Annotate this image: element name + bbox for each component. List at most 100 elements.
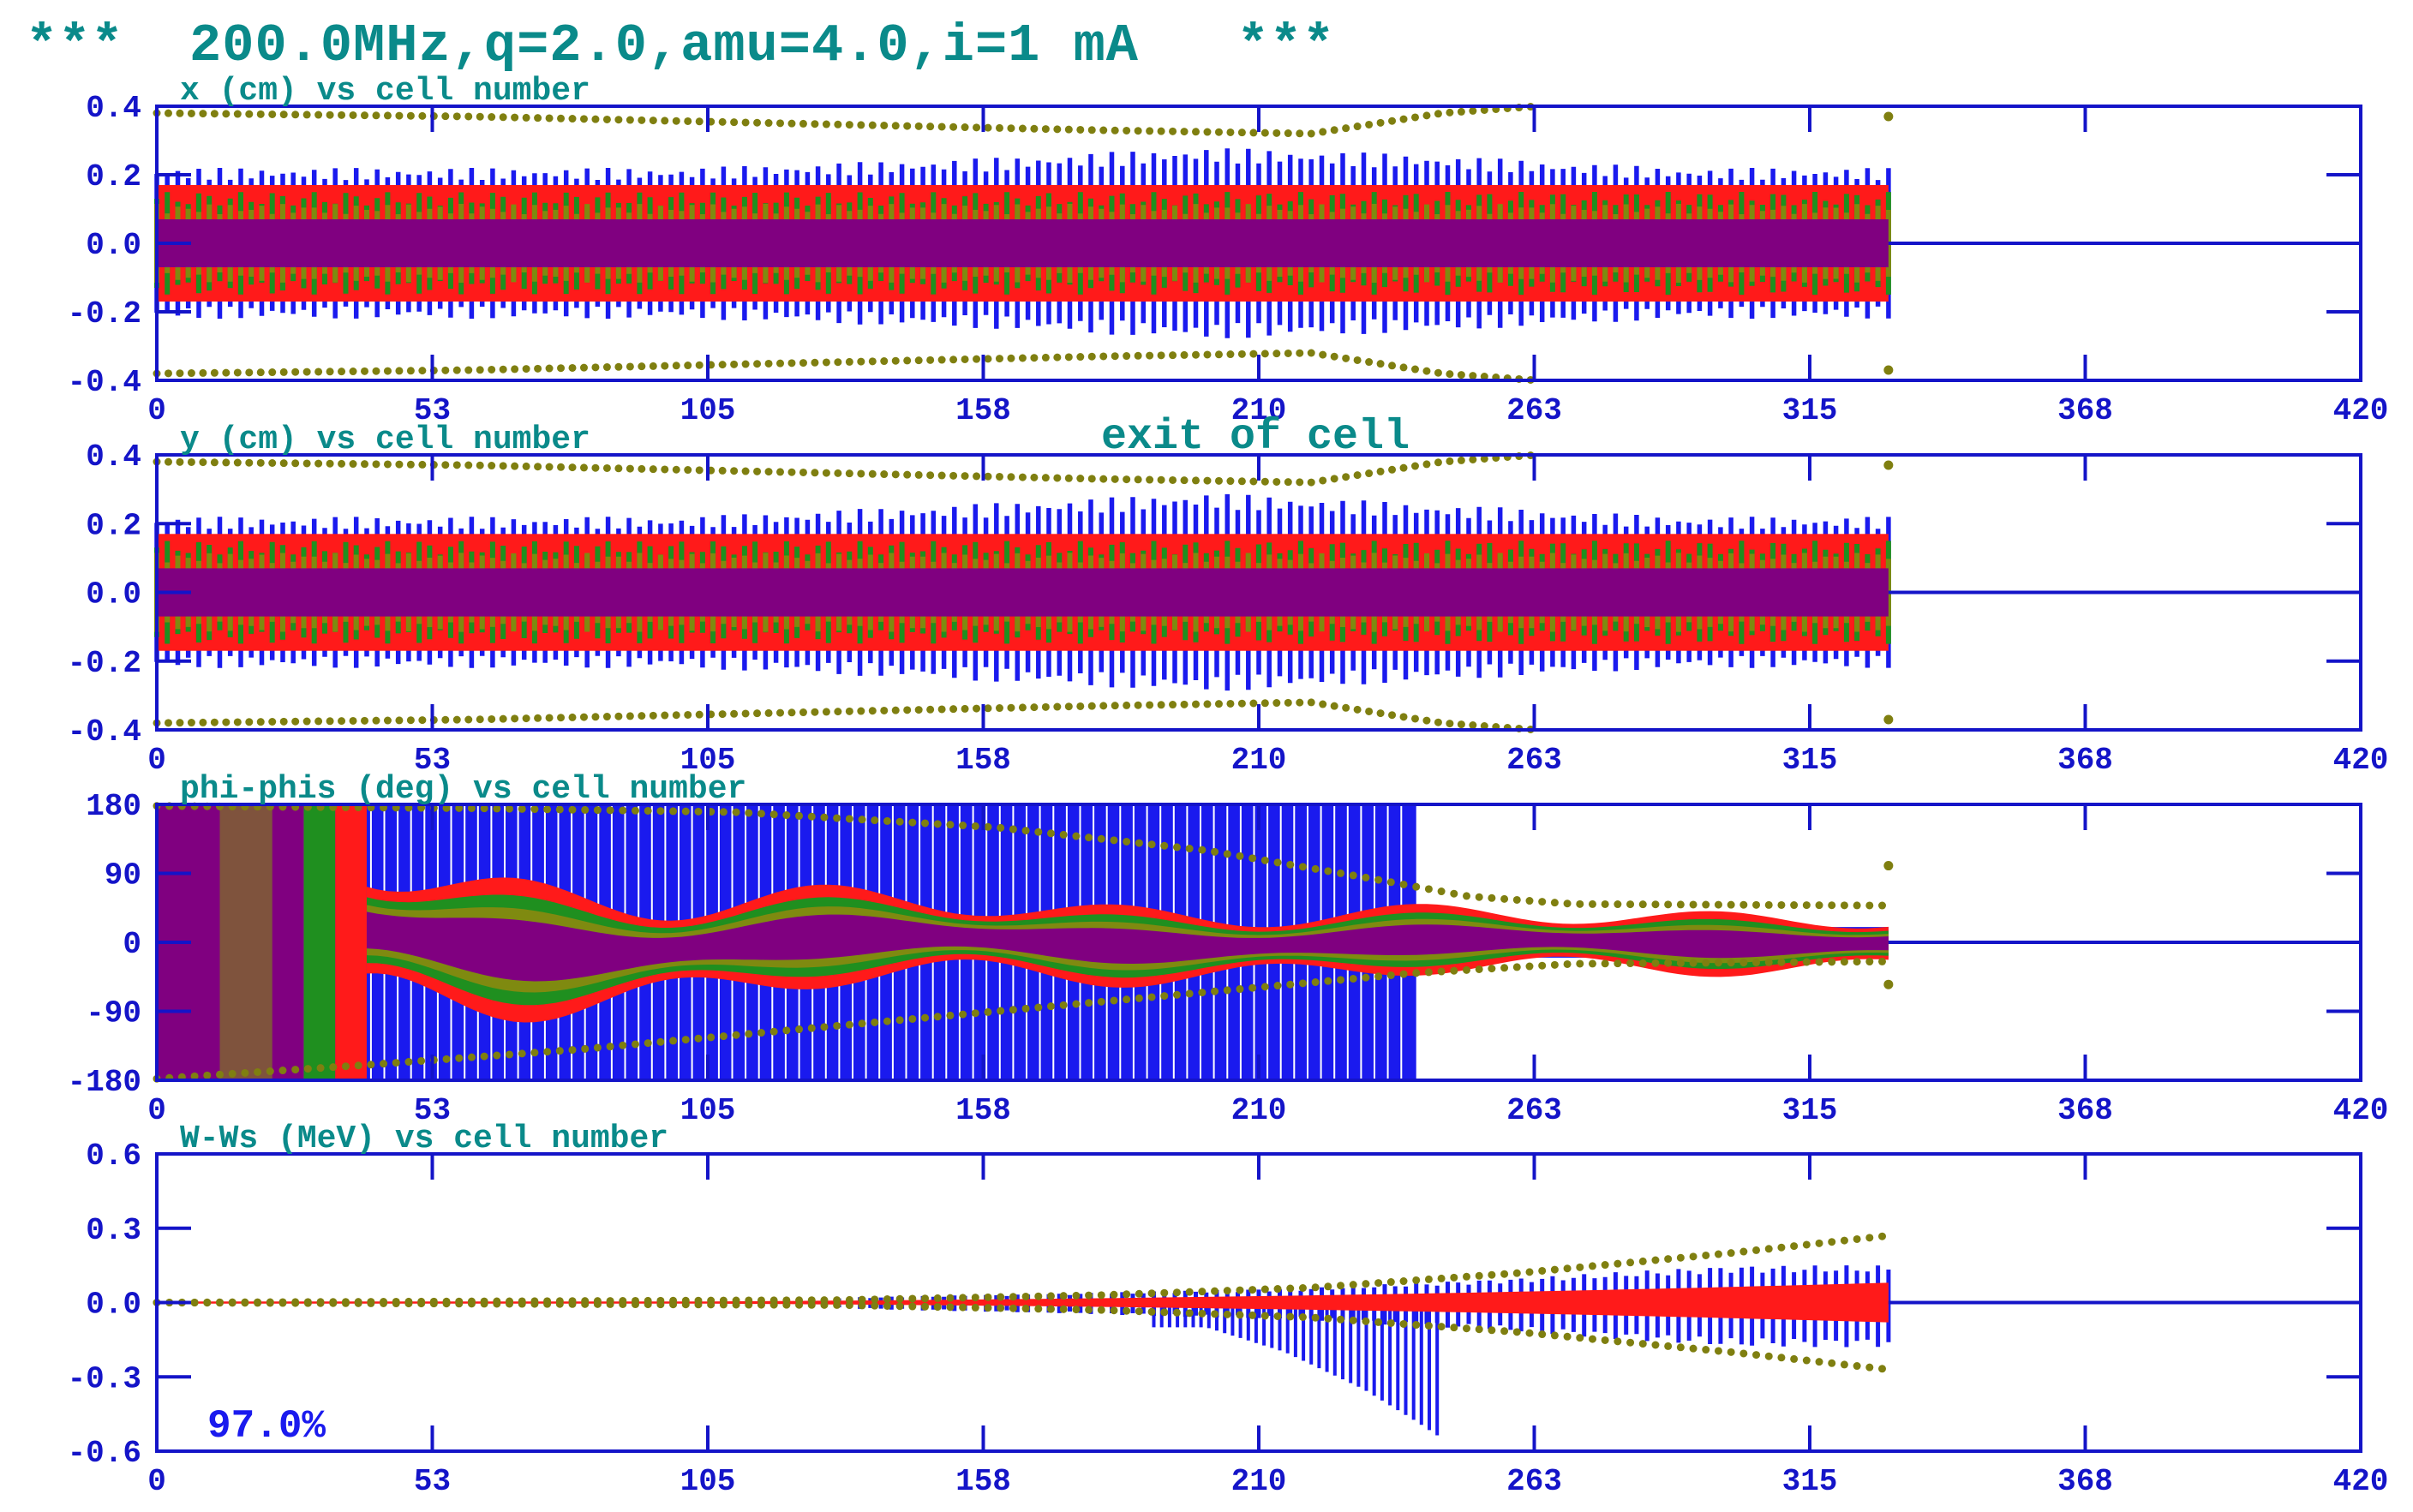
envelope-point [1324,867,1332,876]
envelope-point [593,1043,602,1052]
envelope-point [522,365,530,374]
envelope-point [190,1072,199,1080]
envelope-point [626,116,634,124]
envelope-point [1412,882,1421,891]
envelope-point [845,1295,853,1304]
envelope-point [568,1300,577,1308]
envelope-point [1099,475,1108,483]
envelope-point [215,1070,224,1079]
envelope-point [1030,354,1039,362]
envelope-point [1727,1348,1735,1356]
envelope-point [1337,1315,1345,1324]
envelope-point [210,718,219,726]
envelope-point [1601,1336,1609,1344]
envelope-point [1739,1349,1748,1358]
envelope-point [1434,110,1442,118]
envelope-point [534,714,542,722]
envelope-point [488,462,496,470]
envelope-point [1041,702,1050,711]
envelope-point [1374,972,1383,981]
envelope-point [921,1294,930,1303]
envelope-point [1110,836,1118,845]
envelope-point [591,713,600,721]
envelope-point [1752,1351,1761,1360]
envelope-point [799,119,807,128]
envelope-point [619,1300,627,1308]
envelope-point [1324,1282,1332,1291]
envelope-point [914,356,923,365]
envelope-point [1550,899,1559,907]
envelope-point [1330,352,1338,361]
envelope-point [1475,965,1483,973]
panel-title: phi-phis (deg) vs cell number [180,771,746,808]
y-tick-label: -0.6 [68,1436,141,1471]
envelope-point [619,1041,627,1049]
envelope-point [1386,1278,1395,1287]
envelope-point [392,1300,400,1308]
envelope-point [782,1300,791,1309]
envelope-point [1664,900,1673,909]
envelope-point [718,361,727,369]
envelope-point [656,807,665,816]
envelope-point [1160,992,1169,1001]
envelope-point [1203,700,1212,708]
envelope-point [1236,985,1244,994]
envelope-point [1475,1325,1483,1334]
envelope-point [661,711,669,720]
envelope-point [1146,475,1154,484]
envelope-point [1865,1234,1874,1242]
envelope-end-point [1883,714,1894,725]
envelope-point [661,362,669,370]
envelope-point [1626,900,1635,909]
envelope-point [1064,702,1073,711]
envelope-point [602,713,611,721]
envelope-point [1815,958,1823,966]
envelope-point [1237,350,1246,358]
envelope-point [1664,1342,1673,1350]
envelope-point [1376,709,1385,718]
envelope-point [555,1047,564,1055]
envelope-point [718,466,727,475]
envelope-point [891,122,900,130]
envelope-point [1319,700,1327,708]
envelope-point [303,1065,312,1073]
envelope-point [1638,959,1647,967]
envelope-point [1638,1257,1647,1265]
envelope-point [338,368,346,376]
envelope-point [1349,1316,1357,1324]
envelope-point [1111,475,1119,483]
envelope-point [406,460,415,469]
envelope-point [1342,703,1350,712]
envelope-point [1424,885,1433,893]
envelope-point [228,1299,237,1307]
panel-title: x (cm) vs cell number [180,73,590,110]
envelope-point [367,1299,375,1307]
envelope-point [614,362,623,371]
envelope-point [467,804,476,812]
envelope-point [880,470,889,479]
envelope-point [1538,898,1547,906]
envelope-point [1296,349,1304,357]
envelope-point [1475,893,1483,901]
envelope-point [1802,1240,1811,1249]
envelope-point [1260,983,1269,991]
envelope-point [1134,475,1142,484]
envelope-point [730,118,739,127]
envelope-point [1488,965,1496,973]
y-tick-label: 0.0 [86,577,141,613]
envelope-point [694,807,703,816]
envelope-point [1076,475,1085,483]
envelope-point [946,1303,955,1312]
envelope-point [1676,1253,1685,1262]
envelope-point [1030,473,1039,481]
envelope-point [406,367,415,375]
envelope-point [903,356,912,365]
x-tick-label: 210 [1231,743,1287,778]
envelope-point [303,1299,312,1307]
envelope-point [1236,1286,1244,1294]
envelope-point [1353,356,1362,364]
envelope-point [1307,129,1315,138]
envelope-point [811,358,819,367]
envelope-point [883,816,891,825]
envelope-point [518,1049,526,1058]
